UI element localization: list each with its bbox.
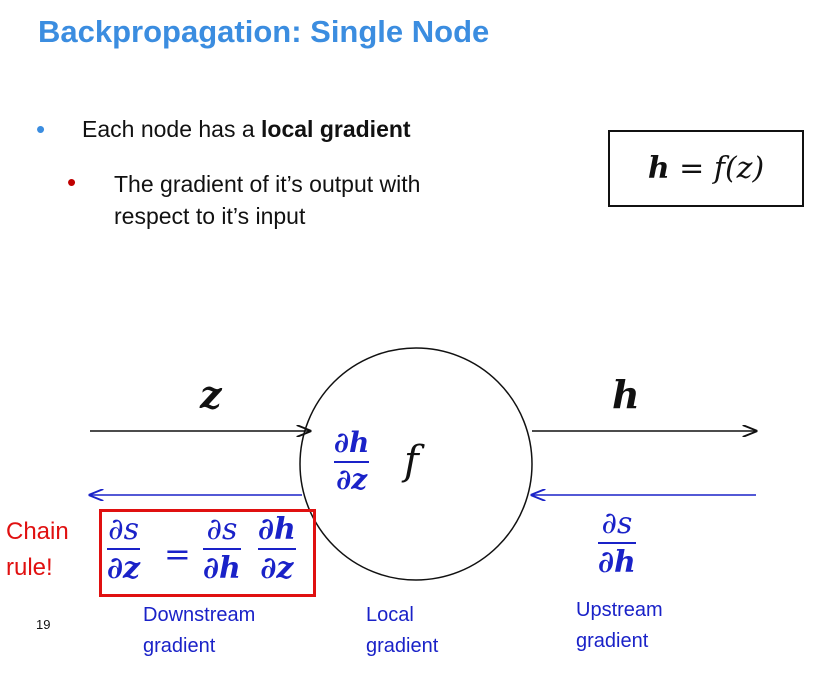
upstream-label: Upstream gradient bbox=[576, 595, 663, 657]
chain-rule-label: Chain rule! bbox=[6, 514, 69, 586]
upstream-label-line2: gradient bbox=[576, 630, 649, 652]
bullet-level1-text: Each node has a bbox=[82, 116, 262, 142]
downstream-lhs-fraction: ∂s ∂z bbox=[107, 512, 141, 586]
downstream-rhs2-fraction: ∂h ∂z bbox=[258, 513, 296, 585]
input-variable: z bbox=[200, 372, 222, 417]
downstream-label: Downstream gradient bbox=[143, 600, 255, 662]
bullet-dot-level1: • bbox=[36, 114, 46, 144]
upstream-grad-num: ∂s bbox=[601, 506, 633, 541]
fraction-bar bbox=[258, 548, 296, 550]
local-label-line2: gradient bbox=[366, 635, 439, 657]
upstream-gradient-fraction: ∂s ∂h bbox=[598, 507, 636, 579]
bullet-level2-line1: The gradient of it’s output with bbox=[114, 171, 421, 197]
fraction-bar bbox=[334, 460, 370, 463]
chain-rule-line2: rule! bbox=[6, 554, 53, 581]
chain-rule-line1: Chain bbox=[6, 518, 69, 545]
downstream-rhs1-fraction: ∂s ∂h bbox=[203, 513, 241, 585]
downstream-label-line2: gradient bbox=[143, 635, 216, 657]
slide-title: Backpropagation: Single Node bbox=[38, 14, 490, 49]
downstream-rhs2-num: ∂h bbox=[258, 512, 296, 547]
formula-box: h = f(z) bbox=[608, 130, 804, 207]
bullet-level1: Each node has a local gradient bbox=[82, 116, 411, 143]
downstream-rhs1-den: ∂h bbox=[203, 551, 241, 586]
fraction-bar bbox=[203, 548, 241, 550]
bullet-dot-level2: • bbox=[67, 167, 77, 197]
node-function: f bbox=[404, 438, 419, 484]
output-variable: h bbox=[612, 372, 640, 417]
bullet-level2-line2: respect to it’s input bbox=[114, 203, 306, 229]
local-label: Local gradient bbox=[366, 600, 438, 662]
bullet-level1-bold: local gradient bbox=[261, 116, 411, 142]
chain-rule-box bbox=[99, 509, 316, 597]
downstream-rhs2-den: ∂z bbox=[260, 551, 294, 586]
downstream-lhs-den: ∂z bbox=[107, 551, 141, 586]
formula-lhs: h bbox=[647, 151, 670, 186]
formula-eq: = bbox=[669, 151, 714, 186]
node-circle bbox=[299, 347, 533, 581]
local-grad-den: ∂z bbox=[336, 462, 368, 496]
downstream-rhs1-num: ∂s bbox=[206, 512, 238, 547]
fraction-bar bbox=[598, 542, 636, 544]
upstream-label-line1: Upstream bbox=[576, 599, 663, 621]
downstream-label-line1: Downstream bbox=[143, 604, 256, 626]
bullet-level2: The gradient of it’s output with respect… bbox=[114, 168, 420, 232]
page-number: 19 bbox=[36, 617, 51, 632]
local-grad-num: ∂h bbox=[334, 426, 370, 459]
downstream-lhs-num: ∂s bbox=[108, 512, 139, 547]
upstream-grad-den: ∂h bbox=[598, 545, 636, 580]
local-gradient-fraction: ∂h ∂z bbox=[334, 426, 370, 496]
formula-rhs: f(z) bbox=[713, 151, 765, 186]
local-label-line1: Local bbox=[366, 604, 414, 626]
fraction-bar bbox=[107, 548, 141, 550]
chain-equals: = bbox=[164, 535, 191, 573]
